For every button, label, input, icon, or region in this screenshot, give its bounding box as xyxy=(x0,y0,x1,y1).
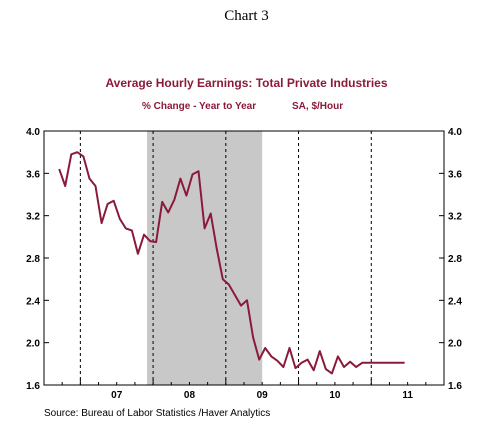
y-tick-label-left: 2.8 xyxy=(26,254,40,265)
chart-subtitle-right: SA, $/Hour xyxy=(292,101,344,112)
chart-subtitle-left: % Change - Year to Year xyxy=(142,101,257,112)
y-tick-label-right: 2.8 xyxy=(448,254,462,265)
source-note: Source: Bureau of Labor Statistics /Have… xyxy=(44,408,271,419)
y-tick-label-right: 2.4 xyxy=(448,296,462,307)
recession-shading xyxy=(147,131,263,385)
chart-title: Average Hourly Earnings: Total Private I… xyxy=(105,76,388,90)
y-tick-label-left: 2.4 xyxy=(26,296,40,307)
y-tick-label-right: 1.6 xyxy=(448,381,462,392)
x-tick-label: 08 xyxy=(184,390,196,401)
y-tick-label-left: 1.6 xyxy=(26,381,40,392)
y-tick-label-right: 4.0 xyxy=(448,127,462,138)
y-tick-label-left: 4.0 xyxy=(26,127,40,138)
y-tick-label-left: 2.0 xyxy=(26,339,40,350)
x-tick-label: 10 xyxy=(329,390,341,401)
x-tick-label: 11 xyxy=(402,390,413,401)
x-tick-label: 07 xyxy=(111,390,123,401)
chart-number: Chart 3 xyxy=(224,8,269,24)
y-tick-label-left: 3.6 xyxy=(26,169,40,180)
x-tick-label: 09 xyxy=(257,390,269,401)
y-tick-label-left: 3.2 xyxy=(26,212,40,223)
y-tick-label-right: 2.0 xyxy=(448,339,462,350)
y-tick-label-right: 3.6 xyxy=(448,169,462,180)
y-tick-label-right: 3.2 xyxy=(448,212,462,223)
series-line xyxy=(58,151,405,375)
